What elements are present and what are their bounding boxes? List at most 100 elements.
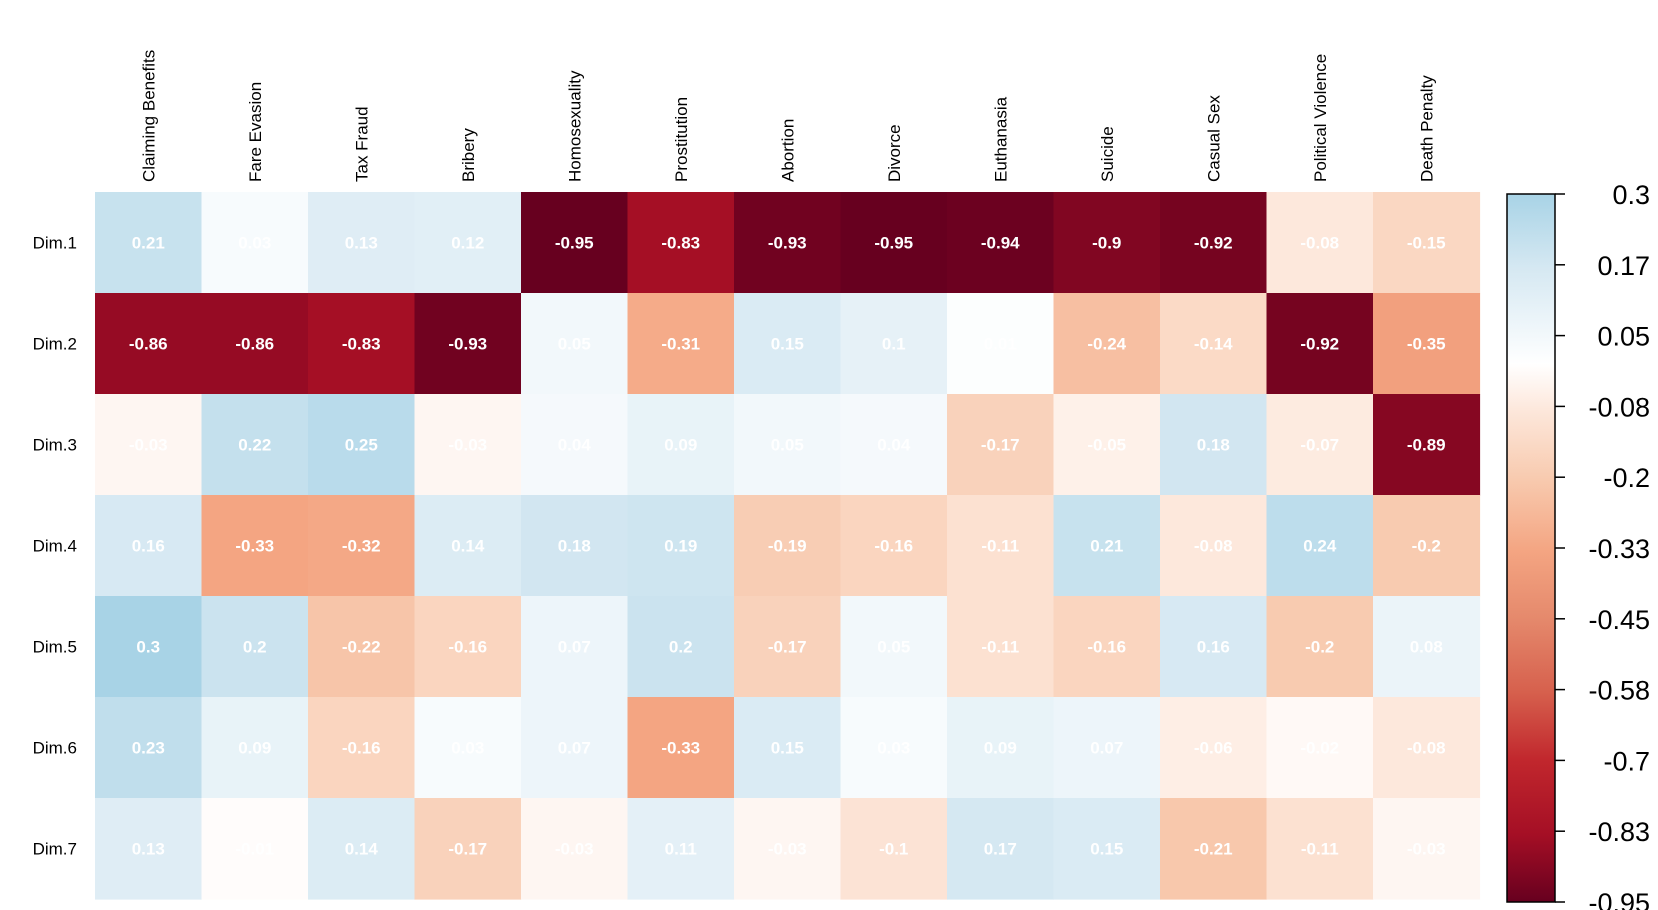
cell-value-label: 0.04	[877, 436, 911, 455]
cell-value-label: -0.35	[1407, 335, 1446, 354]
cell-value-label: 0.13	[345, 234, 378, 253]
heatmap-cell	[414, 596, 522, 698]
row-label: Dim.1	[33, 234, 77, 253]
heatmap-cell	[201, 495, 309, 597]
cell-value-label: 0.03	[238, 234, 271, 253]
heatmap-cell	[1373, 293, 1481, 395]
cell-value-label: -0.33	[661, 739, 700, 758]
heatmap-cell	[1373, 798, 1481, 900]
row-label: Dim.6	[33, 739, 77, 758]
cell-value-label: 0.18	[558, 537, 591, 556]
heatmap-cell	[308, 798, 416, 900]
heatmap-cell	[947, 596, 1055, 698]
heatmap-cell	[947, 293, 1055, 395]
cell-value-label: 0.04	[558, 436, 592, 455]
cell-value-label: 0.25	[345, 436, 378, 455]
cell-value-label: 0.15	[771, 335, 804, 354]
cell-value-label: -0.11	[981, 537, 1019, 556]
cell-value-label: 0.11	[665, 840, 697, 859]
column-label: Death Penalty	[1417, 75, 1436, 182]
cell-value-label: -0.83	[342, 335, 381, 354]
column-label: Divorce	[885, 124, 904, 182]
colorbar-tick-label: -0.83	[1588, 817, 1650, 847]
colorbar-tick-label: -0.45	[1588, 605, 1650, 635]
cell-value-label: 0.05	[558, 335, 591, 354]
heatmap-cell	[1373, 192, 1481, 294]
column-label: Casual Sex	[1204, 95, 1223, 182]
heatmap-cell	[1373, 495, 1481, 597]
heatmap-cell	[521, 495, 629, 597]
cell-value-label: 0.08	[1410, 638, 1443, 657]
cell-value-label: -0.2	[1305, 638, 1334, 657]
cell-value-label: 0.2	[243, 638, 267, 657]
cell-value-label: -0.21	[1194, 840, 1233, 859]
row-label: Dim.2	[33, 335, 77, 354]
heatmap-cell	[947, 495, 1055, 597]
heatmap-cell	[1266, 697, 1374, 799]
heatmap-cell	[840, 495, 948, 597]
heatmap-cell	[1160, 697, 1268, 799]
heatmap-cell	[95, 495, 203, 597]
cell-value-label: 0.01	[984, 335, 1017, 354]
heatmap-cell	[414, 394, 522, 496]
heatmap-cell	[1373, 596, 1481, 698]
cell-value-label: 0.12	[451, 234, 484, 253]
cell-value-label: -0.11	[981, 638, 1019, 657]
heatmap-cell	[414, 495, 522, 597]
cell-value-label: -0.17	[768, 638, 807, 657]
cell-value-label: 0.2	[669, 638, 693, 657]
cell-value-label: 0.05	[877, 638, 910, 657]
heatmap-cell	[627, 192, 735, 294]
heatmap-cell	[840, 192, 948, 294]
cell-value-label: -0.16	[874, 537, 913, 556]
row-labels: Dim.1 Dim.2 Dim.3 Dim.4 Dim.5 Dim.6 Dim.7	[33, 234, 77, 859]
heatmap-cell	[308, 192, 416, 294]
heatmap-cell	[1053, 192, 1161, 294]
heatmap-cell	[1266, 293, 1374, 395]
cell-value-label: -0.93	[448, 335, 487, 354]
heatmap-cell	[947, 394, 1055, 496]
cell-value-label: -0.16	[448, 638, 487, 657]
cell-value-label: -0.94	[981, 234, 1020, 253]
heatmap-cell	[1053, 394, 1161, 496]
heatmap-cell	[1266, 394, 1374, 496]
heatmap-cell	[201, 394, 309, 496]
heatmap-cell	[947, 192, 1055, 294]
cell-value-label: -0.86	[235, 335, 274, 354]
heatmap-cell	[1053, 596, 1161, 698]
heatmap-cell	[1053, 495, 1161, 597]
heatmap-cell	[1053, 293, 1161, 395]
heatmap-cell	[734, 495, 842, 597]
heatmap-cell	[840, 394, 948, 496]
heatmap-cell	[1160, 495, 1268, 597]
heatmap-cell	[95, 596, 203, 698]
heatmap-cell	[1266, 798, 1374, 900]
column-label: Homosexuality	[565, 70, 584, 182]
heatmap-cell	[308, 495, 416, 597]
heatmap-cell	[414, 192, 522, 294]
column-label: Prostitution	[672, 97, 691, 182]
cell-value-label: -0.22	[342, 638, 381, 657]
cell-value-label: 0.16	[132, 537, 165, 556]
cell-value-label: 0.18	[1197, 436, 1230, 455]
cell-value-label: -0.08	[1300, 234, 1339, 253]
cell-value-label: -0.11	[1301, 840, 1339, 859]
cell-value-label: -0.24	[1087, 335, 1126, 354]
row-label: Dim.7	[33, 840, 77, 859]
heatmap-cell	[947, 798, 1055, 900]
heatmap-cell	[734, 293, 842, 395]
colorbar-tick-label: 0.3	[1612, 180, 1650, 210]
row-label: Dim.4	[33, 537, 77, 556]
cell-value-label: 0.21	[132, 234, 165, 253]
colorbar-tick-label: -0.58	[1588, 676, 1650, 706]
heatmap-cell	[1266, 596, 1374, 698]
column-label: Claiming Benefits	[139, 50, 158, 182]
column-label: Fare Evasion	[246, 82, 265, 182]
heatmap-cell	[201, 697, 309, 799]
heatmap-cell	[734, 192, 842, 294]
cell-value-label: -0.02	[1300, 739, 1339, 758]
heatmap-cell	[95, 697, 203, 799]
heatmap-cell	[308, 394, 416, 496]
cell-value-label: -0.17	[981, 436, 1020, 455]
cell-value-label: 0.09	[984, 739, 1017, 758]
